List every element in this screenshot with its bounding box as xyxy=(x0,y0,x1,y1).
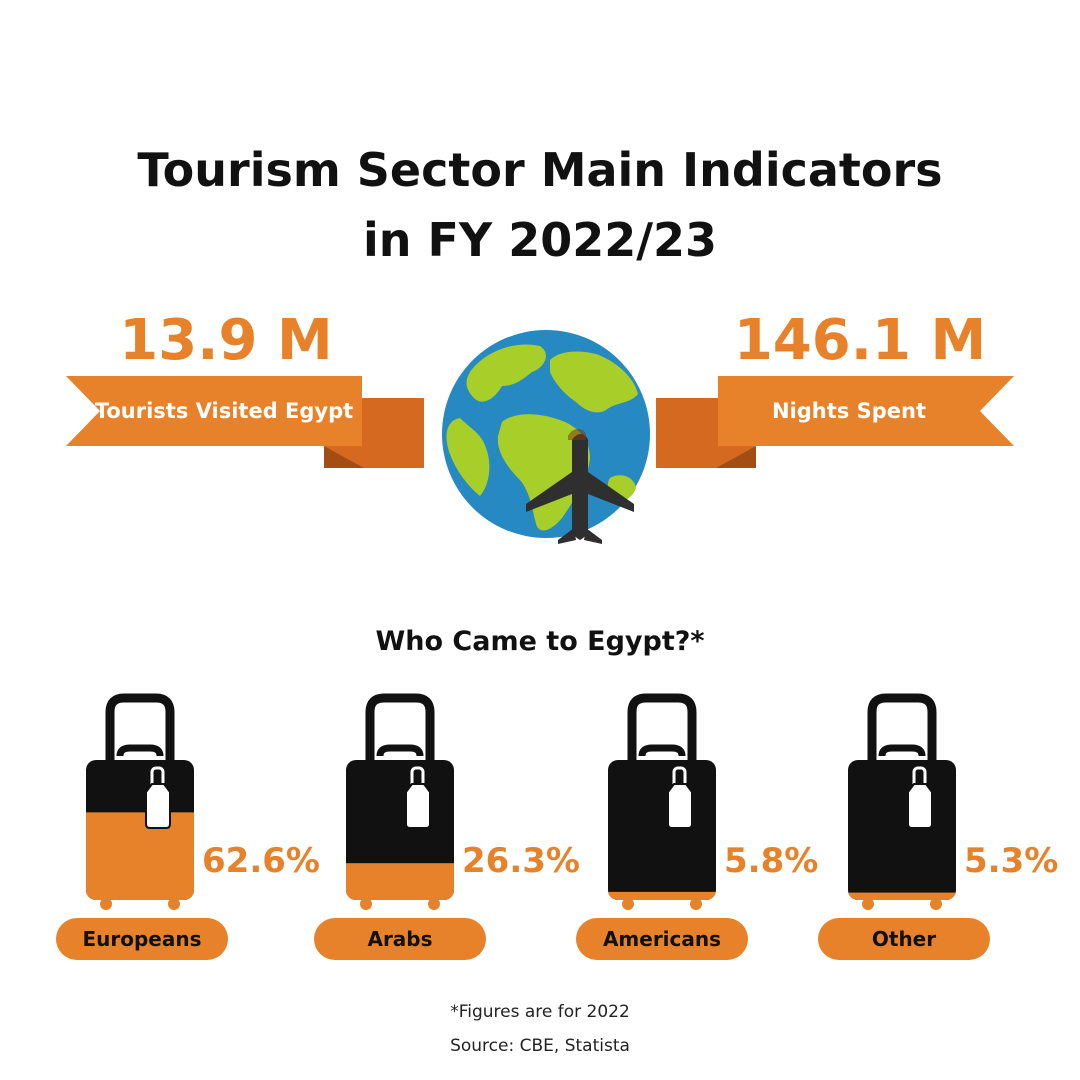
bar-arabs xyxy=(346,863,454,900)
bag-arabs xyxy=(346,693,454,910)
bag-wheel-right-arabs xyxy=(428,898,440,910)
value-label-europeans: 62.6% xyxy=(202,841,320,881)
bag-wheel-left-europeans xyxy=(100,898,112,910)
tourists-ribbon: Tourists Visited Egypt xyxy=(66,376,426,472)
chart-subtitle: Who Came to Egypt?* xyxy=(375,626,705,658)
category-pill-americans: Americans xyxy=(576,918,748,960)
bag-group-arabs: 26.3% Arabs xyxy=(314,690,580,970)
globe-land xyxy=(446,344,638,531)
value-label-other: 5.3% xyxy=(964,841,1059,881)
bag-top-handle-americans xyxy=(638,744,686,757)
globe-plane-icon xyxy=(442,330,650,544)
page-title-line-2: in FY 2022/23 xyxy=(362,213,718,267)
source-note: Source: CBE, Statista xyxy=(450,1036,630,1056)
category-pill-europeans: Europeans xyxy=(56,918,228,960)
value-label-arabs: 26.3% xyxy=(462,841,580,881)
bag-handle-europeans xyxy=(105,693,175,762)
bag-americans xyxy=(608,693,716,910)
bag-wheel-right-other xyxy=(930,898,942,910)
bag-handle-other xyxy=(867,693,937,762)
nights-value: 146.1 M xyxy=(733,308,987,373)
ribbon-left-shape xyxy=(66,376,424,468)
bag-body-americans xyxy=(608,760,716,900)
category-pill-other: Other xyxy=(818,918,990,960)
category-pill-arabs: Arabs xyxy=(314,918,486,960)
bag-tag-other xyxy=(907,783,933,829)
bag-europeans xyxy=(86,693,194,910)
bag-tag-europeans xyxy=(145,783,171,829)
bag-group-americans: 5.8% Americans xyxy=(576,690,838,970)
bag-handle-americans xyxy=(627,693,697,762)
bag-top-handle-arabs xyxy=(376,744,424,757)
bag-tag-americans xyxy=(667,783,693,829)
bag-wheel-right-americans xyxy=(690,898,702,910)
bag-handle-arabs xyxy=(365,693,435,762)
nights-label: Nights Spent xyxy=(772,399,926,423)
page-title-line-1: Tourism Sector Main Indicators xyxy=(137,143,943,197)
plane-icon xyxy=(526,434,634,544)
value-label-americans: 5.8% xyxy=(724,841,819,881)
bag-body-other xyxy=(848,760,956,900)
bar-europeans xyxy=(86,812,194,900)
ribbon-right-shape xyxy=(656,376,1014,468)
bar-americans xyxy=(608,891,716,900)
bag-wheel-left-americans xyxy=(622,898,634,910)
footnote: *Figures are for 2022 xyxy=(450,1002,630,1022)
bag-top-handle-europeans xyxy=(116,744,164,757)
tourists-value: 13.9 M xyxy=(119,308,333,373)
bag-tag-arabs xyxy=(405,783,431,829)
nights-ribbon: Nights Spent xyxy=(654,376,1014,472)
tourists-label: Tourists Visited Egypt xyxy=(94,399,354,423)
bag-other xyxy=(848,693,956,910)
bag-wheel-right-europeans xyxy=(168,898,180,910)
bag-top-handle-other xyxy=(878,744,926,757)
bar-other xyxy=(848,892,956,900)
bag-group-other: 5.3% Other xyxy=(818,690,1078,970)
bag-wheel-left-arabs xyxy=(360,898,372,910)
bag-group-europeans: 62.6% Europeans xyxy=(56,690,320,970)
bag-wheel-left-other xyxy=(862,898,874,910)
